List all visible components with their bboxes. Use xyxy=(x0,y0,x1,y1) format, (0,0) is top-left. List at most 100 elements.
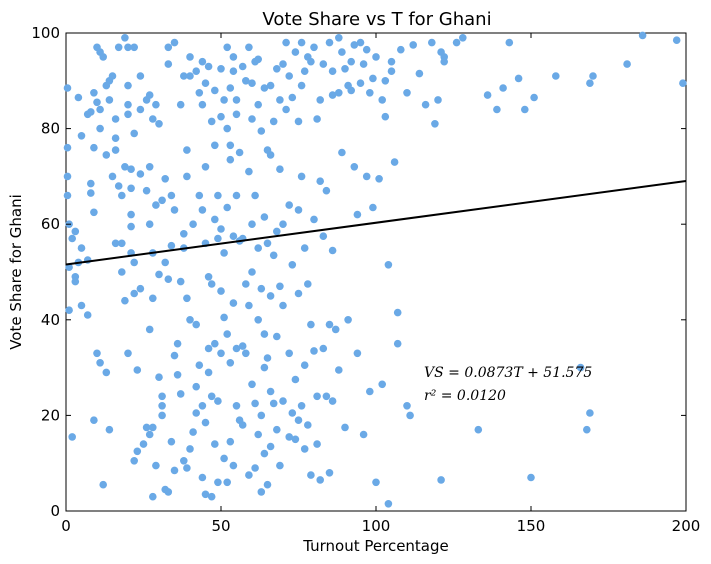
data-point xyxy=(266,292,275,300)
data-point xyxy=(279,301,287,310)
data-point xyxy=(297,38,306,47)
data-point xyxy=(223,43,231,52)
data-point xyxy=(198,100,207,109)
data-point xyxy=(136,284,145,293)
y-tick-label: 0 xyxy=(50,502,60,520)
data-point xyxy=(325,469,334,477)
data-point xyxy=(226,437,235,446)
data-point xyxy=(183,146,191,154)
data-point xyxy=(313,440,321,448)
data-point xyxy=(307,471,315,479)
data-point xyxy=(322,186,331,195)
data-point xyxy=(192,409,200,417)
regression-equation-label: VS = 0.0873T + 51.575 xyxy=(424,365,592,381)
data-point xyxy=(195,191,204,200)
data-point xyxy=(124,349,132,358)
data-point xyxy=(248,380,256,389)
data-point xyxy=(350,41,359,49)
x-tick-label: 0 xyxy=(61,517,71,535)
data-point xyxy=(316,177,325,185)
data-point xyxy=(276,461,284,470)
data-point xyxy=(583,425,591,434)
data-point xyxy=(136,170,145,178)
data-point xyxy=(211,215,219,224)
data-point xyxy=(226,84,235,92)
y-axis-ticks: 0 20 40 60 80 100 xyxy=(31,24,686,520)
data-point xyxy=(552,72,560,80)
data-point xyxy=(294,416,303,425)
data-point xyxy=(207,117,216,126)
data-point xyxy=(331,325,340,334)
data-point xyxy=(232,402,241,410)
data-point xyxy=(93,98,101,107)
data-point xyxy=(90,208,98,217)
data-point xyxy=(297,172,306,181)
data-point xyxy=(63,191,72,200)
data-point xyxy=(378,380,387,389)
data-point xyxy=(254,316,262,324)
data-point xyxy=(638,31,647,40)
data-point xyxy=(192,382,200,391)
data-point xyxy=(493,105,501,114)
data-point xyxy=(266,442,275,451)
data-point xyxy=(378,96,387,104)
data-point xyxy=(226,141,235,150)
data-point xyxy=(139,440,148,448)
data-point xyxy=(223,330,231,338)
data-point xyxy=(406,411,414,420)
data-point xyxy=(77,244,86,252)
data-point xyxy=(105,425,114,434)
data-point xyxy=(335,34,343,42)
data-point xyxy=(297,402,306,410)
data-point xyxy=(328,246,337,255)
y-tick-label: 20 xyxy=(41,406,60,424)
data-point xyxy=(672,36,681,44)
data-point xyxy=(387,67,396,75)
data-point xyxy=(63,172,72,181)
data-point xyxy=(310,347,318,355)
data-point xyxy=(307,57,315,66)
data-point xyxy=(251,464,259,472)
data-point xyxy=(238,421,247,429)
data-point xyxy=(586,409,594,417)
data-point xyxy=(434,96,442,104)
data-point xyxy=(238,342,247,350)
data-point xyxy=(220,96,228,104)
data-point xyxy=(328,397,337,405)
data-point xyxy=(149,115,157,123)
data-point xyxy=(65,306,73,315)
data-point xyxy=(229,53,238,61)
data-point xyxy=(217,225,225,233)
data-point xyxy=(285,349,294,358)
data-point xyxy=(307,320,315,329)
data-point xyxy=(207,392,216,401)
data-point xyxy=(118,239,126,248)
data-point xyxy=(344,316,352,324)
data-point xyxy=(372,53,380,61)
data-point xyxy=(149,294,157,303)
data-point xyxy=(282,105,290,114)
data-point xyxy=(474,425,483,434)
data-point xyxy=(145,91,154,99)
data-point xyxy=(136,105,145,114)
data-point xyxy=(589,72,597,80)
data-point xyxy=(316,476,325,484)
data-point xyxy=(285,72,294,80)
data-point xyxy=(71,227,80,236)
data-point xyxy=(319,344,328,353)
data-point xyxy=(217,65,225,73)
data-point xyxy=(328,67,337,75)
data-point xyxy=(335,89,343,97)
data-point xyxy=(217,112,225,121)
data-point xyxy=(176,390,185,398)
data-point xyxy=(164,43,173,52)
data-point xyxy=(341,423,349,432)
data-point xyxy=(167,437,176,446)
data-point xyxy=(133,447,142,456)
data-point xyxy=(121,34,129,42)
data-point xyxy=(77,132,86,140)
data-point xyxy=(294,117,303,126)
data-point xyxy=(214,397,222,405)
data-point xyxy=(254,100,262,109)
data-point xyxy=(183,294,191,303)
